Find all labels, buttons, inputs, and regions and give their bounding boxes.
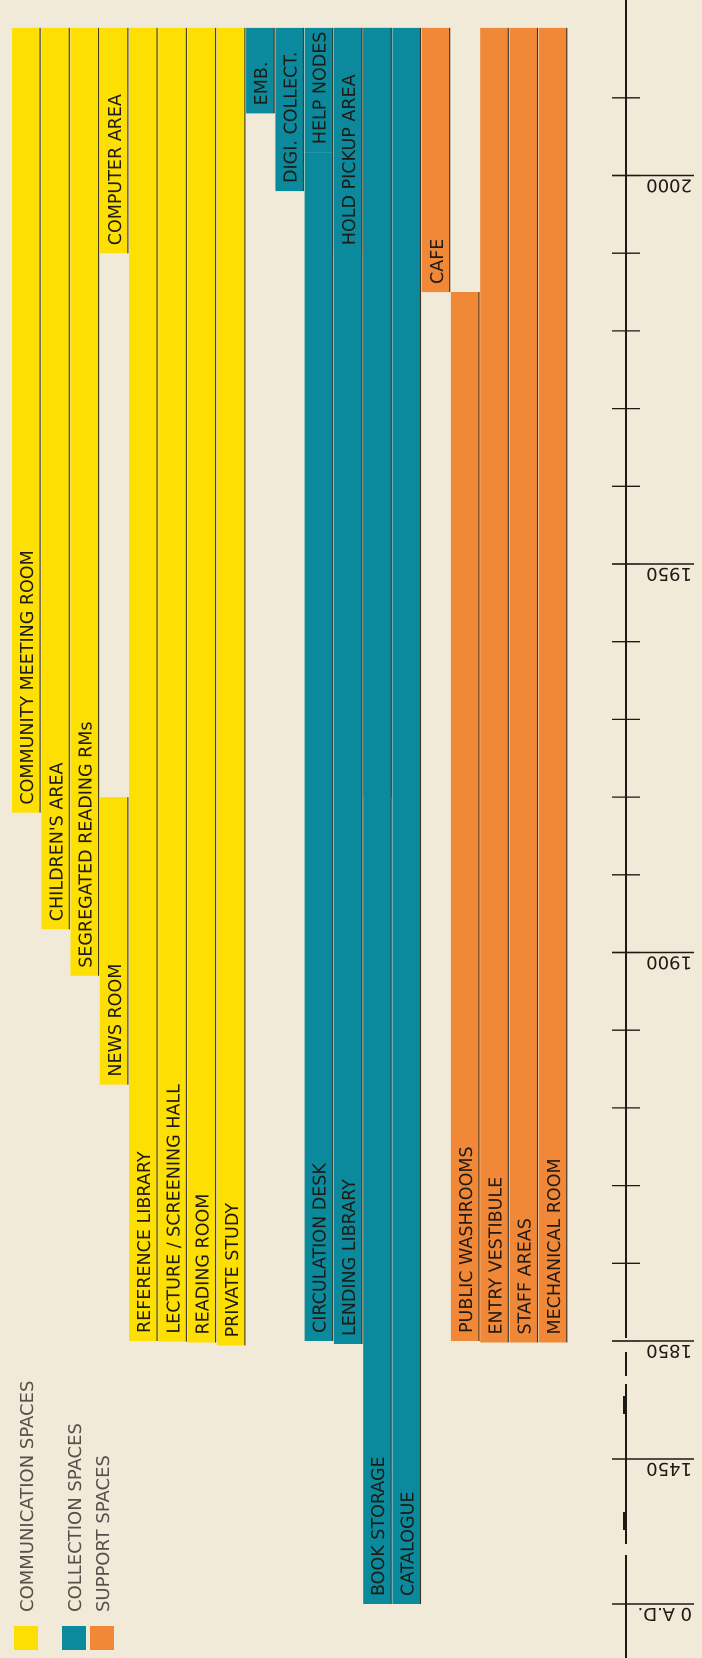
bar-label-news-room: NEWS ROOM bbox=[106, 964, 126, 1077]
legend-label-support: SUPPORT SPACES bbox=[93, 1455, 114, 1612]
bar-community-meeting-room bbox=[12, 27, 41, 813]
bar-lecture-screening-hall bbox=[158, 27, 187, 1342]
bar-book-storage bbox=[363, 27, 392, 1604]
bar-cafe bbox=[421, 27, 450, 293]
legend-swatch-support bbox=[90, 1626, 114, 1650]
bar-mechanical-room bbox=[538, 27, 567, 1343]
axis-tick-label: 1450 bbox=[646, 1458, 692, 1479]
bar-label-public-washrooms: PUBLIC WASHROOMS bbox=[457, 1146, 477, 1333]
legend-swatch-collection bbox=[62, 1626, 86, 1650]
bar-digi-collect bbox=[275, 27, 304, 192]
legend-label-collection: COLLECTION SPACES bbox=[65, 1423, 86, 1612]
bar-help-nodes bbox=[304, 27, 333, 153]
bar-public-washrooms bbox=[450, 292, 479, 1341]
bar-label-lending-library: LENDING LIBRARY bbox=[340, 1179, 360, 1336]
bar-label-hold-pickup-area: HOLD PICKUP AREA bbox=[340, 74, 360, 245]
bar-label-segregated-reading-rms: SEGREGATED READING RMs bbox=[77, 721, 97, 967]
bar-label-reference-library: REFERENCE LIBRARY bbox=[135, 1151, 155, 1333]
bar-label-book-storage: BOOK STORAGE bbox=[369, 1456, 389, 1596]
bar-staff-areas bbox=[509, 27, 538, 1343]
axis-tick-label: 0 A.D. bbox=[638, 1603, 692, 1624]
bar-label-mechanical-room: MECHANICAL ROOM bbox=[545, 1158, 565, 1334]
bar-segregated-reading-rms bbox=[70, 27, 99, 976]
time-axis: 0 A.D. 1450 1850 1900 1950 2000 bbox=[612, 0, 694, 1658]
bar-label-digi-collect: DIGI. COLLECT. bbox=[281, 52, 301, 183]
bar-label-staff-areas: STAFF AREAS bbox=[516, 1218, 536, 1334]
axis-break-mark bbox=[623, 1512, 627, 1530]
bar-label-private-study: PRIVATE STUDY bbox=[223, 1203, 243, 1338]
bar-label-circulation-desk: CIRCULATION DESK bbox=[311, 1163, 331, 1333]
bar-label-lecture-screening-hall: LECTURE / SCREENING HALL bbox=[164, 1084, 184, 1334]
axis-break-mark bbox=[623, 1396, 627, 1414]
axis-tick-label: 2000 bbox=[646, 175, 692, 196]
bar-news-room bbox=[99, 797, 128, 1085]
bars-group: COMMUNITY MEETING ROOM CHILDREN'S AREA SEG… bbox=[12, 27, 568, 1604]
bar-reference-library bbox=[129, 27, 158, 1341]
bar-label-help-nodes: HELP NODES bbox=[311, 32, 331, 145]
axis-tick-label: 1900 bbox=[646, 952, 692, 973]
legend-label-communication: COMMUNICATION SPACES bbox=[17, 1381, 38, 1612]
bar-label-computer-area: COMPUTER AREA bbox=[106, 94, 126, 245]
legend-swatch-communication bbox=[14, 1626, 38, 1650]
bar-label-cafe: CAFE bbox=[428, 239, 448, 284]
bar-catalogue bbox=[392, 27, 421, 1604]
bar-label-reading-room: READING ROOM bbox=[194, 1194, 214, 1335]
bar-label-entry-vestibule: ENTRY VESTIBULE bbox=[486, 1177, 506, 1335]
bar-entry-vestibule bbox=[480, 27, 509, 1343]
axis-tick-label: 1950 bbox=[646, 563, 692, 584]
axis-tick-label: 1850 bbox=[646, 1340, 692, 1361]
bar-label-emb: EMB. bbox=[252, 62, 272, 106]
bar-computer-area bbox=[99, 27, 128, 254]
bar-reading-room bbox=[187, 27, 216, 1343]
legend: COMMUNICATION SPACES COLLECTION SPACES SUP… bbox=[14, 1381, 114, 1650]
bar-private-study bbox=[216, 27, 245, 1346]
bar-children-s-area bbox=[41, 27, 70, 930]
bar-hold-pickup-area bbox=[333, 27, 362, 254]
bar-label-catalogue: CATALOGUE bbox=[399, 1492, 419, 1596]
bar-label-children-s-area: CHILDREN'S AREA bbox=[47, 762, 67, 921]
bar-emb bbox=[246, 27, 275, 114]
bar-circulation-desk bbox=[304, 152, 333, 1342]
bar-label-community-meeting-room: COMMUNITY MEETING ROOM bbox=[18, 550, 38, 804]
